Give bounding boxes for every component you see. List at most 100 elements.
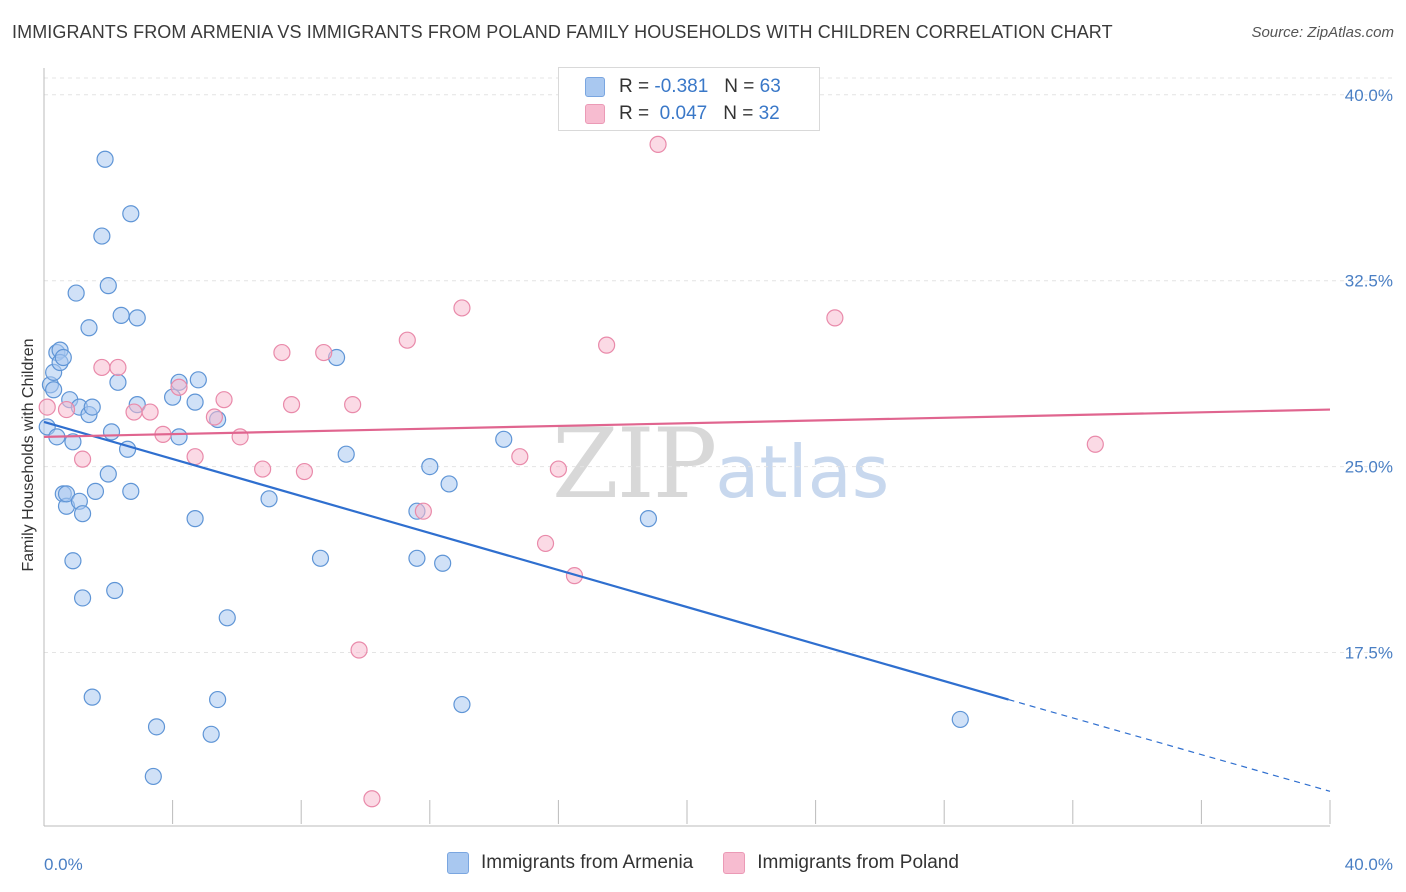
- point-poland: [57, 400, 76, 419]
- point-poland: [649, 135, 667, 153]
- point-poland: [38, 398, 56, 416]
- tick-labels: 17.5% 25.0% 32.5% 40.0% 0.0% 40.0%: [44, 86, 1393, 874]
- point-armenia: [495, 430, 513, 448]
- trend-line-poland: [43, 408, 1331, 438]
- series-swatch-armenia: [447, 852, 470, 874]
- point-poland: [215, 391, 233, 409]
- point-armenia: [57, 485, 76, 503]
- point-armenia: [122, 205, 140, 223]
- point-armenia: [260, 490, 278, 508]
- point-armenia: [170, 428, 188, 446]
- point-poland: [414, 502, 432, 520]
- point-armenia: [112, 306, 130, 324]
- point-armenia: [93, 227, 111, 245]
- point-armenia: [128, 309, 146, 327]
- point-armenia: [440, 475, 458, 493]
- point-armenia: [83, 398, 101, 416]
- x-tick-label-min: 0.0%: [44, 855, 83, 874]
- point-armenia: [408, 549, 426, 567]
- x-tick-label-max: 40.0%: [1345, 855, 1393, 874]
- watermark-zip: ZIP: [552, 408, 717, 520]
- point-poland: [93, 358, 111, 377]
- point-armenia: [202, 725, 220, 743]
- legend-r-label: R =: [619, 103, 650, 124]
- series-legend-armenia: Immigrants from Armenia: [447, 852, 693, 874]
- legend-n-label: N =: [723, 103, 754, 124]
- data-points: [38, 135, 1104, 808]
- trend-line-armenia-extension: [1008, 699, 1331, 792]
- legend-row-armenia: R = -0.381 N = 63: [585, 74, 781, 100]
- y-tick-label: 17.5%: [1345, 643, 1393, 662]
- point-armenia: [67, 284, 85, 302]
- legend-swatch-poland: [585, 104, 605, 124]
- legend-row-poland: R = 0.047 N = 32: [585, 101, 780, 127]
- series-swatch-poland: [723, 852, 746, 874]
- point-poland: [231, 428, 249, 446]
- chart-title: IMMIGRANTS FROM ARMENIA VS IMMIGRANTS FR…: [12, 22, 1113, 42]
- point-poland: [363, 790, 381, 808]
- legend-n-value: 32: [758, 103, 780, 124]
- point-armenia: [337, 445, 355, 463]
- point-armenia: [453, 695, 471, 714]
- point-poland: [511, 448, 529, 466]
- watermark: ZIPatlas: [552, 408, 889, 520]
- point-armenia: [209, 690, 227, 709]
- point-armenia: [73, 589, 92, 607]
- point-armenia: [144, 767, 162, 786]
- point-poland: [826, 309, 844, 327]
- point-armenia: [421, 457, 439, 476]
- point-poland: [186, 448, 204, 466]
- point-armenia: [54, 348, 72, 367]
- point-poland: [536, 534, 555, 553]
- legend-r-label: R =: [619, 76, 650, 97]
- point-armenia: [86, 482, 105, 500]
- point-armenia: [83, 688, 101, 706]
- point-poland: [254, 460, 272, 478]
- point-armenia: [73, 505, 92, 523]
- point-armenia: [45, 381, 63, 399]
- point-armenia: [147, 718, 166, 736]
- series-legend: Immigrants from Armenia Immigrants from …: [0, 852, 1406, 874]
- point-armenia: [96, 150, 114, 168]
- point-armenia: [80, 319, 98, 337]
- point-poland: [141, 403, 159, 421]
- point-armenia: [99, 465, 117, 483]
- point-armenia: [64, 552, 82, 570]
- point-poland: [170, 378, 188, 396]
- point-armenia: [106, 581, 124, 600]
- legend-n-value: 63: [759, 76, 781, 97]
- grid-lines: [44, 77, 1392, 653]
- point-poland: [109, 358, 127, 377]
- point-poland: [453, 299, 471, 317]
- point-poland: [205, 408, 223, 426]
- y-axis-label: Family Households with Children: [20, 339, 37, 572]
- point-poland: [73, 450, 92, 468]
- legend-swatch-armenia: [585, 77, 605, 97]
- point-armenia: [189, 371, 207, 389]
- point-poland: [295, 462, 314, 481]
- point-poland: [315, 343, 333, 362]
- legend-box: R = -0.381 N = 63 R = 0.047 N = 32: [558, 67, 820, 131]
- y-tick-label: 32.5%: [1345, 272, 1393, 291]
- point-armenia: [186, 510, 204, 528]
- legend-r-value: -0.381: [654, 76, 709, 97]
- point-armenia: [218, 609, 236, 627]
- point-poland: [344, 396, 362, 414]
- series-name-armenia: Immigrants from Armenia: [481, 852, 694, 873]
- series-name-poland: Immigrants from Poland: [757, 852, 959, 873]
- point-armenia: [99, 277, 117, 295]
- point-poland: [1086, 435, 1104, 453]
- source-label: Source: ZipAtlas.com: [1251, 24, 1394, 41]
- y-tick-label: 25.0%: [1345, 458, 1393, 477]
- point-armenia: [639, 510, 658, 528]
- y-tick-label: 40.0%: [1345, 86, 1393, 105]
- series-legend-poland: Immigrants from Poland: [723, 852, 959, 874]
- point-poland: [273, 343, 291, 362]
- point-armenia: [102, 423, 121, 441]
- trend-lines: [43, 408, 1331, 792]
- point-armenia: [311, 549, 330, 567]
- point-poland: [549, 460, 568, 478]
- point-poland: [598, 336, 616, 354]
- point-armenia: [64, 433, 82, 451]
